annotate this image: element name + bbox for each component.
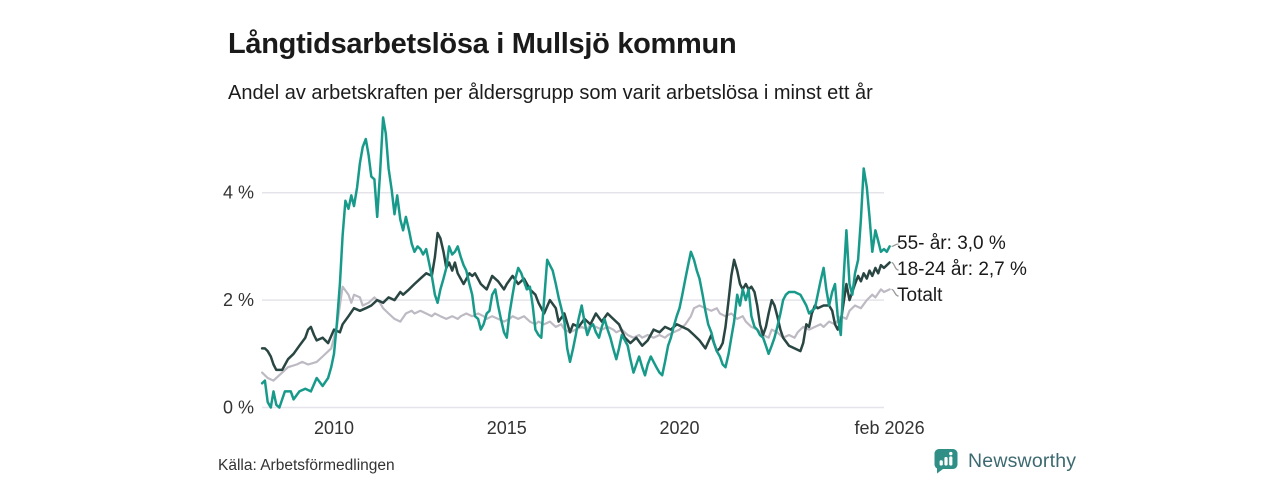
y-tick-label: 2 %	[223, 290, 254, 310]
newsworthy-logo[interactable]: Newsworthy	[933, 447, 1076, 475]
y-tick-label: 4 %	[223, 183, 254, 203]
leader-line-55-ar	[891, 243, 899, 248]
leader-line-totalt	[891, 288, 899, 297]
leader-line-18-24-ar	[891, 261, 899, 271]
series-end-label-55-ar: 55- år: 3,0 %	[897, 233, 1006, 254]
y-tick-label: 0 %	[223, 398, 254, 418]
series-line-18-24-ar	[260, 231, 891, 372]
x-tick-label: 2010	[314, 418, 354, 438]
newsworthy-wordmark: Newsworthy	[968, 449, 1077, 472]
chart-subtitle: Andel av arbetskraften per åldersgrupp s…	[228, 82, 873, 104]
source-note: Källa: Arbetsförmedlingen	[218, 457, 395, 474]
series-end-label-18-24-ar: 18-24 år: 2,7 %	[897, 259, 1027, 280]
chart-title: Långtidsarbetslösa i Mullsjö kommun	[228, 28, 737, 61]
series-end-label-totalt: Totalt	[897, 285, 943, 306]
x-tick-label: 2020	[659, 418, 699, 438]
x-tick-label: feb 2026	[855, 418, 925, 438]
newsworthy-icon	[934, 449, 958, 474]
series-line-55-ar	[260, 116, 891, 409]
x-tick-label: 2015	[487, 418, 527, 438]
